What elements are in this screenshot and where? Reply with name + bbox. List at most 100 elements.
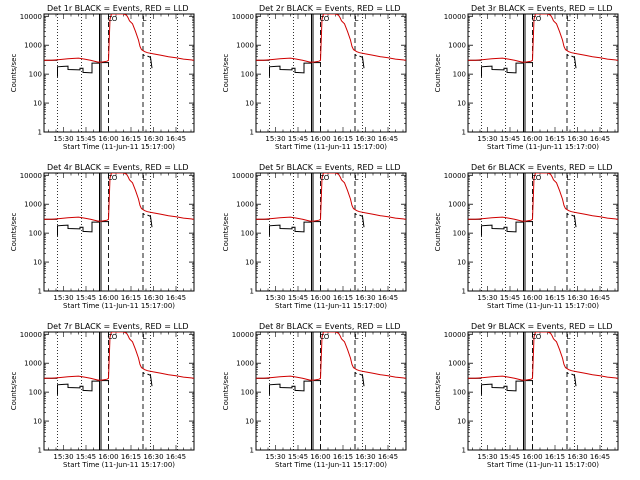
x-tick-label: 16:15 <box>121 135 141 143</box>
y-axis-label: Counts/sec <box>434 54 442 93</box>
y-tick-label: 10000 <box>444 331 466 339</box>
y-tick-label: 100 <box>29 389 42 397</box>
marker-annotation: O <box>324 174 330 182</box>
x-tick-label: 16:30 <box>355 135 375 143</box>
plot-frame <box>255 13 407 133</box>
panel-6: Det 6r BLACK = Events, RED = LLD 1 10 100 10… <box>434 163 619 310</box>
marker-annotation: C <box>108 174 113 182</box>
series-line-events <box>142 213 145 216</box>
series-line-events <box>354 213 357 216</box>
y-tick-label: 10000 <box>444 13 466 21</box>
x-tick-label: 16:00 <box>98 135 118 143</box>
marker-annotation: C <box>532 333 537 341</box>
panel-5: Det 5r BLACK = Events, RED = LLD 1 10 100 10… <box>222 163 407 310</box>
y-axis-label: Counts/sec <box>10 372 18 411</box>
x-tick-label: 16:15 <box>333 135 353 143</box>
y-tick-label: 1000 <box>24 201 42 209</box>
marker-annotation: O <box>112 333 118 341</box>
y-tick-label: 1000 <box>448 42 466 50</box>
marker-annotation: O <box>112 174 118 182</box>
y-axis-label: Counts/sec <box>222 54 230 93</box>
panel-title: Det 1r BLACK = Events, RED = LLD <box>47 4 189 13</box>
x-tick-label: 16:30 <box>567 294 587 302</box>
series-line-events <box>269 62 310 77</box>
y-tick-label: 100 <box>453 230 466 238</box>
x-tick-label: 16:15 <box>545 294 565 302</box>
x-axis-label: Start Time (11-Jun-11 15:17:00) <box>487 461 599 469</box>
x-tick-label: 16:45 <box>378 135 398 143</box>
marker-annotation: L <box>143 174 147 182</box>
x-tick-label: 15:45 <box>500 135 520 143</box>
plot-frame <box>255 331 407 451</box>
series-line-events <box>269 221 310 236</box>
y-tick-label: 10 <box>245 100 254 108</box>
panel-title: Det 4r BLACK = Events, RED = LLD <box>47 163 189 172</box>
plot-frame <box>467 13 619 133</box>
x-axis-label: Start Time (11-Jun-11 15:17:00) <box>63 461 175 469</box>
x-tick-label: 16:00 <box>522 294 542 302</box>
x-tick-label: 16:15 <box>545 135 565 143</box>
y-tick-label: 10000 <box>444 172 466 180</box>
y-axis-label: Counts/sec <box>10 213 18 252</box>
x-tick-label: 15:45 <box>500 294 520 302</box>
series-line-events <box>142 372 145 375</box>
x-tick-label: 16:00 <box>98 453 118 461</box>
y-tick-label: 10000 <box>232 331 254 339</box>
y-tick-label: 10000 <box>20 13 42 21</box>
series-line-events <box>359 55 365 69</box>
y-tick-label: 1000 <box>236 360 254 368</box>
series-line-events <box>147 373 153 387</box>
y-tick-label: 10000 <box>232 13 254 21</box>
x-axis-label: Start Time (11-Jun-11 15:17:00) <box>275 461 387 469</box>
plot-frame <box>43 172 195 292</box>
x-axis-label: Start Time (11-Jun-11 15:17:00) <box>487 302 599 310</box>
x-axis-label: Start Time (11-Jun-11 15:17:00) <box>275 302 387 310</box>
x-tick-label: 16:30 <box>355 294 375 302</box>
series-line-events <box>571 373 577 387</box>
x-tick-label: 16:00 <box>522 135 542 143</box>
x-tick-label: 15:45 <box>500 453 520 461</box>
x-tick-label: 16:45 <box>166 453 186 461</box>
marker-annotation: L <box>567 174 571 182</box>
y-tick-label: 10 <box>457 418 466 426</box>
series-line-lld <box>44 173 194 222</box>
x-tick-label: 16:00 <box>522 453 542 461</box>
x-axis-label: Start Time (11-Jun-11 15:17:00) <box>63 143 175 151</box>
x-tick-label: 16:15 <box>333 453 353 461</box>
marker-annotation: L <box>567 333 571 341</box>
y-tick-label: 10000 <box>20 331 42 339</box>
series-line-events <box>571 214 577 228</box>
y-tick-label: 100 <box>29 230 42 238</box>
panel-title: Det 8r BLACK = Events, RED = LLD <box>259 322 401 331</box>
y-tick-label: 100 <box>453 389 466 397</box>
y-tick-label: 10 <box>457 259 466 267</box>
y-tick-label: 100 <box>29 71 42 79</box>
series-line-events <box>147 214 153 228</box>
x-tick-label: 15:30 <box>477 294 497 302</box>
series-line-lld <box>256 173 406 222</box>
y-tick-label: 1000 <box>448 360 466 368</box>
x-tick-label: 16:30 <box>355 453 375 461</box>
series-line-lld <box>468 14 618 63</box>
series-line-events <box>481 221 522 236</box>
x-tick-label: 15:45 <box>288 294 308 302</box>
x-tick-label: 16:45 <box>590 453 610 461</box>
series-line-events <box>147 55 153 69</box>
y-tick-label: 1000 <box>236 201 254 209</box>
series-line-events <box>142 54 145 57</box>
y-tick-label: 10000 <box>232 172 254 180</box>
series-line-events <box>57 62 98 77</box>
y-tick-label: 1 <box>462 288 466 296</box>
series-line-events <box>57 221 98 236</box>
panel-9: Det 9r BLACK = Events, RED = LLD 1 10 100 10… <box>434 322 619 469</box>
marker-annotation: L <box>355 174 359 182</box>
panel-title: Det 7r BLACK = Events, RED = LLD <box>47 322 189 331</box>
y-tick-label: 100 <box>241 71 254 79</box>
series-line-lld <box>468 332 618 381</box>
panel-title: Det 6r BLACK = Events, RED = LLD <box>471 163 613 172</box>
x-tick-label: 16:00 <box>310 294 330 302</box>
panel-title: Det 9r BLACK = Events, RED = LLD <box>471 322 613 331</box>
marker-annotation: C <box>108 15 113 23</box>
x-tick-label: 16:30 <box>143 135 163 143</box>
y-tick-label: 1 <box>250 447 254 455</box>
